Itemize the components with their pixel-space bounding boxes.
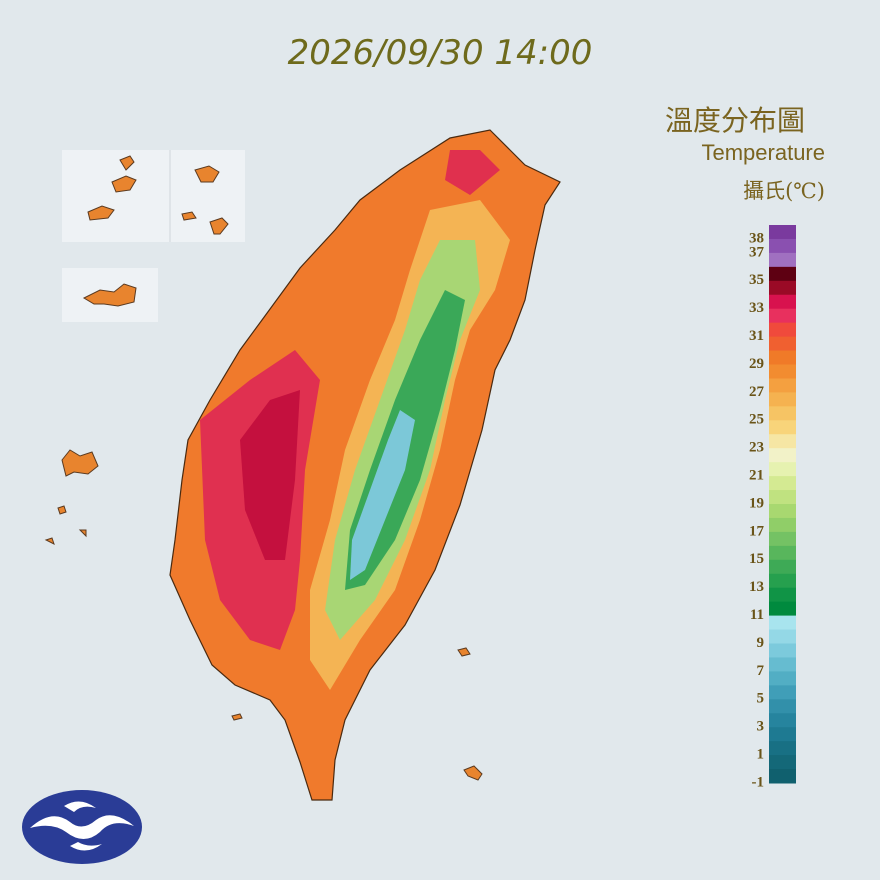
color-band: [769, 615, 796, 631]
color-band: [769, 517, 796, 533]
legend-subtitle: Temperature: [701, 140, 825, 165]
legend-tick-label: 33: [749, 300, 764, 316]
legend-tick-label: 1: [757, 747, 765, 763]
color-band: [769, 769, 796, 784]
legend-tick-label: 25: [749, 412, 764, 428]
color-band: [769, 741, 796, 756]
color-band: [769, 322, 796, 338]
color-band: [769, 573, 796, 589]
color-band: [769, 392, 796, 407]
logo: [22, 790, 142, 864]
legend-tick-label: 23: [749, 440, 764, 456]
color-band: [769, 420, 796, 435]
legend-title: 溫度分布圖: [665, 104, 805, 137]
color-band: [769, 490, 796, 505]
legend-tick-label: 29: [749, 356, 764, 372]
color-band: [769, 671, 796, 686]
color-band: [769, 434, 796, 449]
color-band: [769, 238, 796, 254]
legend-tick-label: 19: [749, 495, 764, 511]
color-band: [769, 462, 796, 477]
legend-tick-label: 38: [749, 230, 764, 246]
color-band: [769, 559, 796, 575]
color-band: [769, 587, 796, 603]
color-band: [769, 364, 796, 379]
color-band: [769, 643, 796, 658]
islands: [44, 155, 483, 781]
color-band: [769, 685, 796, 700]
color-band: [769, 294, 796, 310]
legend-tick-label: 3: [757, 719, 765, 735]
color-band: [769, 280, 796, 296]
color-band: [769, 476, 796, 491]
legend-tick-label: 37: [749, 244, 765, 260]
color-band: [769, 225, 796, 240]
color-band: [769, 406, 796, 421]
color-band: [769, 755, 796, 770]
color-band: [769, 629, 796, 644]
legend-unit: 攝氏(℃): [743, 179, 825, 203]
legend-tick-label: 21: [749, 468, 764, 484]
color-band: [769, 448, 796, 463]
taiwan-island: [169, 129, 561, 801]
legend-tick-label: 9: [757, 635, 765, 651]
color-band: [769, 545, 796, 561]
color-band: [769, 336, 796, 352]
color-band: [769, 308, 796, 324]
color-band: [769, 350, 796, 365]
color-band: [769, 504, 796, 519]
legend-tick-label: -1: [752, 774, 765, 790]
legend-tick-label: 15: [749, 551, 764, 567]
color-band: [769, 252, 796, 268]
color-band: [769, 378, 796, 393]
color-band: [769, 531, 796, 547]
legend-tick-label: 5: [757, 691, 765, 707]
legend-tick-label: 27: [749, 384, 765, 400]
color-band: [769, 657, 796, 672]
color-band: [769, 699, 796, 714]
legend-tick-label: 7: [757, 663, 765, 679]
legend-tick-label: 31: [749, 328, 764, 344]
legend-tick-label: 17: [749, 523, 765, 539]
legend-tick-label: 13: [749, 579, 764, 595]
legend-tick-label: 11: [750, 607, 764, 623]
color-band: [769, 727, 796, 742]
color-band: [769, 266, 796, 282]
legend-tick-label: 35: [749, 272, 764, 288]
color-band: [769, 713, 796, 728]
timestamp: 2026/09/30 14:00: [288, 33, 593, 73]
color-band: [769, 601, 796, 617]
